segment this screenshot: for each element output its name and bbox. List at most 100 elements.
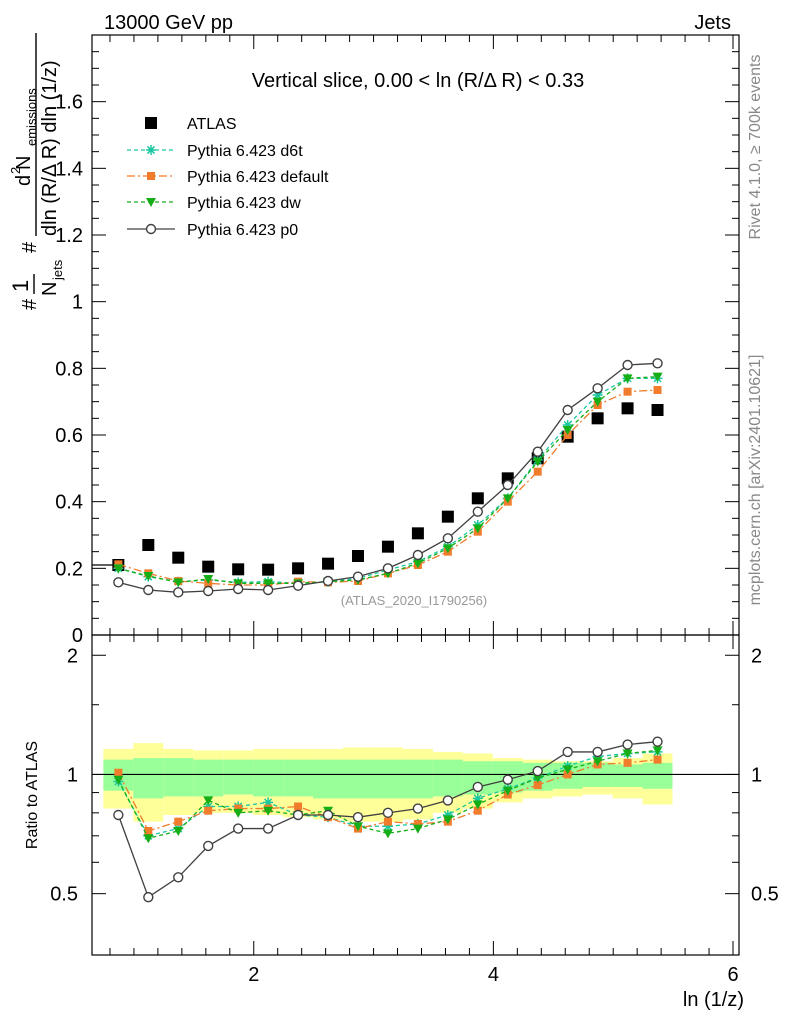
- main-point-atlas: [232, 563, 245, 576]
- main-point-atlas: [651, 404, 664, 416]
- legend-default-label: Pythia 6.423 default: [187, 169, 329, 186]
- ratio-y-tick-label: 0.5: [50, 884, 78, 906]
- header-jets-label: Jets: [694, 12, 731, 34]
- ratio-point-dw: [173, 826, 184, 836]
- legend-d6t: Pythia 6.423 d6t: [127, 143, 303, 160]
- ratio-point-dw: [622, 749, 633, 759]
- ratio-point-default: [413, 819, 422, 828]
- main-point-atlas: [292, 562, 305, 575]
- ratio-band-inner: [193, 759, 224, 797]
- legend-atlas-label: ATLAS: [187, 116, 237, 133]
- ratio-y-tick-label-right: 2: [751, 645, 762, 667]
- ratio-point-d6t: [203, 801, 214, 812]
- main-y-axis-label: # 1 N jets # d 2 N emissions dln (R/Δ R)…: [8, 33, 65, 310]
- main-point-default: [623, 387, 632, 396]
- main-point-p0: [412, 549, 424, 561]
- main-point-dw: [502, 494, 513, 504]
- ratio-band-inner: [343, 759, 373, 799]
- x-axis-label: ln (1/z): [683, 989, 744, 1011]
- legend: ATLAS Pythia 6.423 d6t Pythia 6.423 defa…: [127, 116, 329, 239]
- main-point-p0: [502, 479, 513, 491]
- ratio-point-dw: [442, 815, 453, 825]
- main-point-atlas: [142, 539, 155, 551]
- ratio-band-inner: [283, 759, 314, 797]
- legend-default: Pythia 6.423 default: [127, 169, 329, 186]
- main-y-tick-label: 0.8: [55, 358, 83, 380]
- main-point-dw: [592, 397, 603, 407]
- ratio-point-p0: [442, 795, 454, 806]
- ratio-point-default: [144, 826, 153, 835]
- legend-dw-marker: [146, 198, 156, 207]
- ratio-point-default: [563, 770, 572, 779]
- ratio-point-default: [533, 781, 542, 790]
- main-y-tick-label: 0: [72, 625, 83, 647]
- ratio-point-p0: [352, 811, 364, 823]
- main-point-p0: [173, 587, 184, 598]
- ratio-point-d6t: [442, 809, 453, 820]
- main-point-atlas: [441, 510, 454, 523]
- ylabel-numerator-n: N: [13, 156, 35, 170]
- main-point-p0: [143, 584, 154, 596]
- x-tick-label: 4: [488, 964, 499, 986]
- ratio-band-inner: [133, 758, 164, 799]
- mcplots-source-label: mcplots.cern.ch [arXiv:2401.10621]: [747, 355, 764, 606]
- legend-atlas: ATLAS: [145, 116, 237, 133]
- ylabel-hash-2: #: [19, 241, 41, 253]
- ylabel-njets: N: [39, 282, 61, 296]
- main-point-d6t: [592, 390, 603, 400]
- ratio-point-default: [294, 802, 303, 811]
- main-point-dw: [412, 559, 423, 569]
- ratio-point-default: [234, 804, 243, 813]
- ratio-point-dw: [652, 746, 663, 756]
- legend-dw-label: Pythia 6.423 dw: [187, 195, 301, 212]
- ratio-y-tick-label-right: 1: [751, 764, 762, 786]
- main-point-dw: [173, 578, 184, 588]
- ratio-point-p0: [532, 765, 543, 777]
- main-point-p0: [322, 575, 334, 587]
- ratio-point-dw: [233, 808, 244, 818]
- main-point-atlas: [381, 540, 394, 553]
- main-point-p0: [592, 383, 603, 394]
- ratio-point-p0: [562, 746, 573, 758]
- main-point-p0: [292, 580, 304, 591]
- ratio-band-inner: [223, 759, 254, 795]
- legend-d6t-marker: [146, 145, 156, 155]
- ratio-y-tick-label: 2: [67, 645, 78, 667]
- ratio-point-dw: [263, 806, 274, 816]
- main-point-atlas: [351, 550, 364, 562]
- ylabel-njets-sub: jets: [50, 259, 65, 281]
- ratio-panel-frame: [91, 634, 740, 956]
- main-point-p0: [562, 404, 573, 416]
- legend-p0-marker: [145, 223, 157, 235]
- ratio-point-p0: [322, 809, 334, 821]
- ylabel-numerator-sub: emissions: [24, 88, 39, 146]
- main-point-dw: [203, 575, 214, 584]
- chart-title: Vertical slice, 0.00 < ln (R/Δ R) < 0.33: [252, 70, 584, 92]
- main-y-tick-label: 0.6: [55, 425, 83, 447]
- ylabel-numerator-d: d: [13, 175, 35, 186]
- ratio-y-axis-label: Ratio to ATLAS: [24, 741, 41, 849]
- main-point-p0: [262, 584, 274, 596]
- main-point-dw: [113, 564, 124, 574]
- x-tick-label: 6: [727, 964, 738, 986]
- ratio-point-dw: [113, 775, 124, 785]
- ratio-point-dw: [203, 796, 214, 806]
- ratio-point-dw: [472, 800, 483, 810]
- ratio-band-inner: [612, 764, 643, 787]
- main-point-atlas: [411, 527, 424, 540]
- analysis-watermark: (ATLAS_2020_I1790256): [341, 593, 487, 608]
- main-line-p0: [118, 362, 658, 593]
- ylabel-denominator: dln (R/Δ R) dln (1/z): [39, 60, 61, 236]
- ratio-point-dw: [592, 757, 603, 767]
- main-y-tick-label: 1.2: [55, 225, 83, 247]
- ratio-band-inner: [432, 759, 463, 797]
- main-point-dw: [622, 374, 633, 384]
- main-y-tick-label: 0.2: [55, 558, 83, 580]
- ratio-y-tick-label: 1: [67, 764, 78, 786]
- ylabel-numerator-sup: 2: [8, 167, 23, 174]
- main-y-tick-label: 1.6: [55, 92, 83, 114]
- main-point-dw: [472, 524, 483, 534]
- main-point-dw: [263, 579, 274, 589]
- x-tick-label: 2: [248, 964, 259, 986]
- main-point-dw: [532, 457, 543, 467]
